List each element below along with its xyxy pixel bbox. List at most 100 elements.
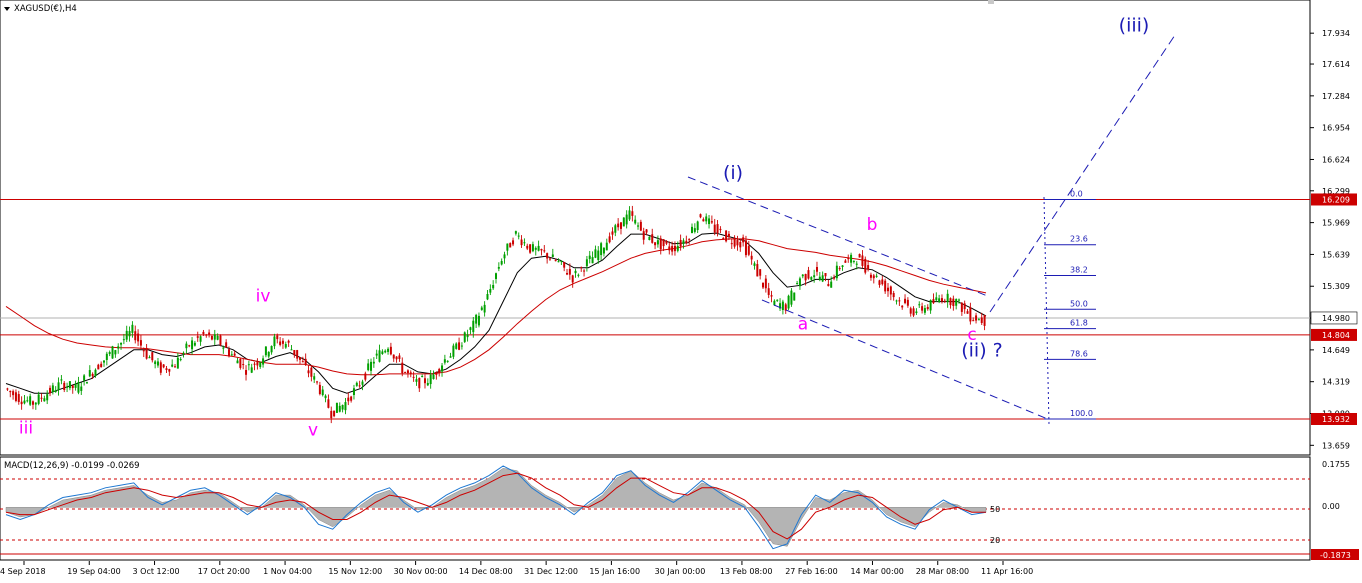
candle-body bbox=[679, 239, 682, 247]
candle-body bbox=[171, 364, 174, 367]
scroll-marker[interactable] bbox=[988, 0, 994, 4]
price-tag-value: 14.980 bbox=[1322, 314, 1350, 323]
wave-label: b bbox=[867, 215, 878, 235]
candle-body bbox=[639, 221, 642, 231]
fib-level-label: 23.6 bbox=[1070, 235, 1088, 244]
price-axis-tick: 16.954 bbox=[1322, 124, 1350, 133]
candle-body bbox=[57, 382, 60, 391]
candle-body bbox=[548, 258, 551, 260]
candle-body bbox=[884, 280, 887, 292]
candle-body bbox=[756, 264, 759, 277]
candle-body bbox=[699, 214, 702, 218]
candle-body bbox=[205, 334, 208, 336]
candle-body bbox=[531, 244, 534, 252]
candle-body bbox=[676, 246, 679, 251]
fib-level-label: 78.6 bbox=[1070, 349, 1088, 358]
candle-body bbox=[597, 250, 600, 261]
candle-body bbox=[557, 261, 560, 263]
candle-body bbox=[125, 330, 128, 340]
candle-body bbox=[222, 347, 225, 349]
candle-body bbox=[688, 239, 691, 241]
time-axis-label: 15 Nov 12:00 bbox=[328, 567, 382, 576]
candle-body bbox=[40, 397, 43, 399]
candle-body bbox=[262, 358, 265, 365]
candle-body bbox=[63, 382, 66, 390]
price-panel[interactable]: XAGUSD(€),H4 17.934 17.614 17.284 16.954 16.… bbox=[0, 0, 1358, 456]
candle-body bbox=[727, 233, 730, 238]
candle-body bbox=[517, 235, 520, 237]
candle-body bbox=[801, 274, 804, 277]
candle-body bbox=[378, 350, 381, 362]
candle-body bbox=[935, 297, 938, 301]
candle-body bbox=[739, 241, 742, 248]
candle-body bbox=[404, 371, 407, 373]
candle-body bbox=[747, 246, 750, 255]
candle-body bbox=[330, 410, 333, 419]
candle-body bbox=[375, 353, 378, 356]
candle-body bbox=[46, 394, 49, 401]
time-axis: 4 Sep 2018 19 Sep 04:00 3 Oct 12:00 17 Oct … bbox=[0, 561, 1033, 576]
candle-body bbox=[693, 228, 696, 232]
macd-tick-20: 20 bbox=[990, 536, 1000, 545]
candle-body bbox=[804, 274, 807, 281]
candle-body bbox=[469, 327, 472, 330]
candle-body bbox=[313, 376, 316, 380]
candle-body bbox=[821, 275, 824, 282]
candle-body bbox=[406, 370, 409, 374]
candle-body bbox=[370, 361, 373, 371]
candle-body bbox=[239, 358, 242, 368]
macd-panel[interactable]: MACD(12,26,9) -0.0199 -0.0269 50 20 0.17… bbox=[0, 456, 1359, 561]
candle-body bbox=[185, 343, 188, 349]
candle-body bbox=[31, 401, 34, 405]
candle-body bbox=[514, 231, 517, 234]
candle-body bbox=[898, 300, 901, 302]
candle-body bbox=[762, 282, 765, 288]
candle-body bbox=[398, 355, 401, 359]
candle-body bbox=[625, 214, 628, 225]
macd-histogram bbox=[5, 468, 987, 547]
candle-body bbox=[193, 342, 196, 346]
candle-body bbox=[617, 223, 620, 228]
candle-body bbox=[352, 388, 355, 396]
trend-channel bbox=[687, 34, 1176, 425]
price-axis-tick: 14.649 bbox=[1322, 346, 1350, 355]
candle-body bbox=[637, 225, 640, 227]
candle-body bbox=[117, 346, 120, 349]
candle-body bbox=[392, 354, 395, 359]
candle-body bbox=[702, 219, 705, 222]
price-axis-tick: 15.639 bbox=[1322, 250, 1350, 259]
price-tag bbox=[1311, 193, 1357, 206]
candle-body bbox=[233, 353, 236, 356]
candle-body bbox=[367, 363, 370, 371]
candle-body bbox=[188, 345, 191, 347]
candle-body bbox=[259, 362, 262, 367]
candle-body bbox=[483, 304, 486, 313]
candle-body bbox=[642, 231, 645, 240]
candle-body bbox=[503, 254, 506, 259]
macd-line bbox=[5, 465, 987, 550]
candle-body bbox=[14, 392, 17, 401]
candle-body bbox=[242, 364, 245, 366]
candle-body bbox=[43, 398, 46, 402]
candle-body bbox=[344, 402, 347, 411]
candle-body bbox=[744, 240, 747, 256]
candle-body bbox=[662, 239, 665, 247]
candle-body bbox=[716, 224, 719, 234]
candle-body bbox=[705, 216, 708, 222]
candle-body bbox=[946, 293, 949, 303]
candle-body bbox=[600, 243, 603, 256]
candle-body bbox=[287, 340, 290, 343]
candle-body bbox=[867, 265, 870, 270]
candle-body bbox=[100, 363, 103, 368]
candle-body bbox=[685, 240, 688, 244]
candle-body bbox=[83, 375, 86, 381]
candle-body bbox=[645, 229, 648, 233]
candle-body bbox=[9, 390, 12, 393]
macd-tick-zero: 0.00 bbox=[1322, 502, 1340, 511]
candle-body bbox=[560, 260, 563, 262]
candle-body bbox=[91, 373, 94, 377]
candle-body bbox=[191, 340, 194, 350]
menu-triangle-icon[interactable] bbox=[4, 7, 10, 11]
candle-body bbox=[787, 295, 790, 309]
candle-body bbox=[245, 370, 248, 375]
